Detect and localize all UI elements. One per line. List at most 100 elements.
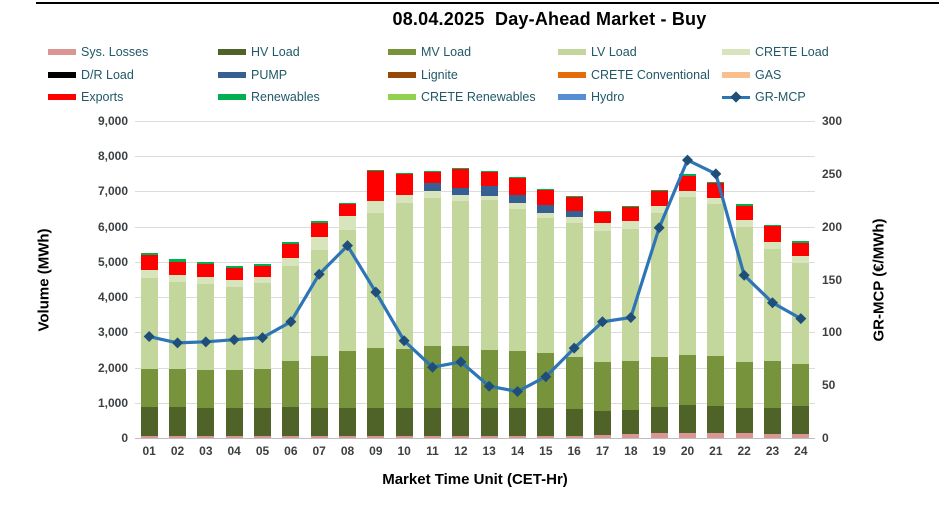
segment-crete-load [140,270,158,279]
gr-mcp-marker-11 [427,361,438,373]
x-tick-15: 15 [539,444,553,458]
segment-lv-load [594,230,611,363]
segment-sys-losses [452,436,470,438]
legend-swatch-crete-renewables [388,94,416,100]
segment-hv-load [537,408,555,437]
segment-hv-load [792,406,810,435]
y-left-tick-4-000: 4,000 [97,290,128,305]
legend-item-sys-losses: Sys. Losses [48,45,148,59]
segment-hv-load [707,406,725,433]
segment-sys-losses [764,434,781,438]
gridline-3000 [135,332,815,334]
legend-label-lv-load: LV Load [591,45,637,59]
segment-lv-load [565,223,583,358]
segment-hv-load [310,407,328,437]
segment-crete-load [254,277,271,283]
gr-mcp-marker-16 [568,342,580,354]
segment-crete-load [424,191,441,198]
segment-sys-losses [367,436,385,438]
x-tick-01: 01 [142,444,156,458]
legend-label-hydro: Hydro [591,90,625,104]
segment-exports [140,255,158,271]
segment-pump [509,194,526,203]
segment-exports [395,173,413,195]
segment-exports [282,244,300,259]
segment-exports [367,171,385,201]
segment-renewables [480,170,498,172]
bar-hour-06 [282,121,300,438]
segment-crete-load [225,279,243,287]
segment-crete-load [622,221,640,230]
segment-lv-load [140,278,158,369]
segment-mv-load [367,348,385,409]
y-axis-right-title: GR-MCP (€/MWh) [870,218,888,342]
segment-exports [594,211,611,224]
segment-mv-load [282,361,300,408]
x-tick-05: 05 [255,444,270,458]
segment-mv-load [395,348,413,409]
segment-renewables [679,173,696,177]
gr-mcp-marker-07 [313,268,325,280]
segment-exports [792,242,810,256]
segment-renewables [225,266,243,269]
segment-lv-load [622,229,640,361]
bar-hour-19 [650,121,668,438]
segment-mv-load [707,356,725,407]
segment-renewables [169,259,186,262]
chart-title: 08.04.2025 Day-Ahead Market - Buy [392,9,707,29]
segment-hv-load [452,408,470,437]
bar-hour-14 [509,121,526,438]
legend-label-d-r-load: D/R Load [81,68,134,82]
gr-mcp-marker-05 [257,332,268,344]
segment-exports [225,268,243,280]
segment-mv-load [565,357,583,410]
segment-renewables [254,263,271,266]
segment-crete-load [197,277,215,285]
y-left-tick-5-000: 5,000 [97,254,128,269]
gr-mcp-line-icon [722,90,750,103]
segment-hv-load [254,407,271,437]
legend-label-crete-renewables: CRETE Renewables [421,90,536,104]
legend-swatch-hv-load [218,49,246,55]
segment-hv-load [197,407,215,437]
segment-lv-load [254,282,271,370]
gr-mcp-marker-24 [795,313,807,325]
x-tick-23: 23 [765,444,780,458]
x-tick-08: 08 [340,444,355,458]
x-tick-16: 16 [567,444,581,458]
y-left-tick-8-000: 8,000 [97,149,128,164]
gr-mcp-marker-08 [342,240,353,252]
segment-lv-load [679,197,696,356]
segment-exports [452,168,470,189]
legend-label-pump: PUMP [251,68,288,82]
segment-sys-losses [480,436,498,438]
legend-label-mv-load: MV Load [421,45,472,59]
bar-hour-04 [225,121,243,438]
x-tick-14: 14 [510,444,525,458]
segment-mv-load [197,370,215,408]
bar-hour-22 [735,121,753,438]
x-tick-09: 09 [369,444,383,458]
segment-hv-load [395,408,413,437]
segment-hv-load [480,408,498,437]
gr-mcp-line [143,154,807,398]
y-right-tick-150: 150 [822,272,843,287]
x-tick-17: 17 [595,444,610,458]
legend-item-gr-mcp: GR-MCP [722,90,806,104]
legend-item-crete-load: CRETE Load [722,45,829,59]
segment-hv-load [169,407,186,437]
gr-mcp-marker-17 [597,316,608,328]
y-right-tick-300: 300 [822,114,843,128]
segment-hv-load [679,405,696,433]
segment-exports [480,171,498,187]
legend-item-gas: GAS [722,68,781,82]
x-tick-22: 22 [737,444,751,458]
segment-sys-losses [310,436,328,438]
segment-sys-losses [509,436,526,438]
bar-hour-18 [622,121,640,438]
segment-sys-losses [225,436,243,438]
y-right-tick-100: 100 [822,325,843,340]
x-tick-18: 18 [624,444,638,458]
legend-swatch-mv-load [388,49,416,55]
segment-exports [565,196,583,212]
